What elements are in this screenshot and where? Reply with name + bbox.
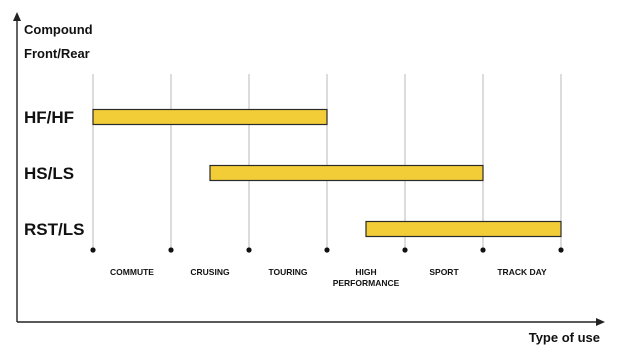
- category-label: HIGH: [355, 267, 376, 277]
- category-label: CRUSING: [190, 267, 230, 277]
- bars: [92, 108, 562, 238]
- boundary-marker: [324, 247, 330, 253]
- boundary-marker: [402, 247, 408, 253]
- band-label: RST/LS: [24, 220, 84, 239]
- category-label: PERFORMANCE: [333, 278, 400, 288]
- category-label: COMMUTE: [110, 267, 154, 277]
- boundary-marker: [246, 247, 252, 253]
- grid-lines: [92, 74, 562, 250]
- category-label: TRACK DAY: [497, 267, 547, 277]
- category-label: TOURING: [268, 267, 307, 277]
- boundary-marker: [558, 247, 564, 253]
- labels: Compound Front/Rear Type of use COMMUTE C…: [24, 22, 600, 345]
- boundary-marker: [90, 247, 96, 253]
- x-axis-title: Type of use: [529, 330, 600, 345]
- boundary-marker: [168, 247, 174, 253]
- y-axis-subtitle: Front/Rear: [24, 46, 90, 61]
- y-axis-arrow: [13, 12, 21, 21]
- band-label: HS/LS: [24, 164, 74, 183]
- boundary-marker: [480, 247, 486, 253]
- category-markers: [90, 247, 564, 253]
- category-label: SPORT: [429, 267, 459, 277]
- band-bar: [209, 164, 484, 182]
- band-bar: [365, 220, 562, 238]
- band-label: HF/HF: [24, 108, 74, 127]
- axes: [13, 12, 605, 326]
- y-axis-title: Compound: [24, 22, 93, 37]
- x-axis-arrow: [596, 318, 605, 326]
- band-bar: [92, 108, 328, 126]
